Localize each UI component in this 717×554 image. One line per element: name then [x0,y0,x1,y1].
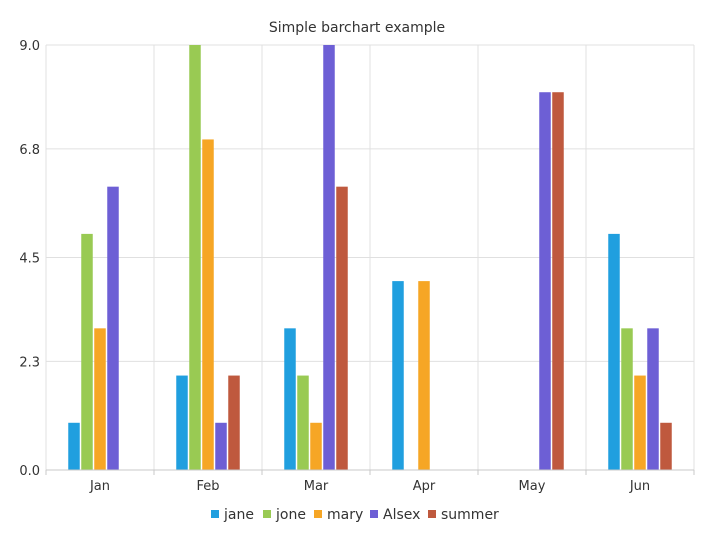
legend-item-summer[interactable]: summer [428,507,499,523]
x-tick-label: Mar [304,479,329,494]
legend-swatch [370,510,378,518]
legend-item-mary[interactable]: mary [314,507,363,523]
bars [68,45,672,471]
x-tick-label: Jan [89,479,110,494]
legend-item-alsex[interactable]: Alsex [370,507,420,523]
legend-swatch [263,510,271,518]
y-tick-label: 0.0 [19,464,40,479]
bar-jone-feb [189,45,201,470]
x-tick-label: Jun [629,479,650,494]
bar-jane-apr [392,281,404,470]
bar-mary-mar [310,422,322,470]
x-tick-label: Feb [196,479,219,494]
bar-alsex-may [539,92,551,470]
legend-item-jane[interactable]: jane [211,507,254,523]
bar-jone-jun [621,328,633,470]
bar-mary-feb [202,139,214,470]
bar-mary-jan [94,328,106,470]
bar-jane-jan [68,422,80,470]
y-tick-label: 6.8 [19,143,40,158]
legend-item-jone[interactable]: jone [263,507,306,523]
y-tick-label: 2.3 [19,355,40,370]
grid [45,44,695,470]
legend-label: summer [441,507,499,523]
bar-alsex-jan [107,186,119,471]
legend-swatch [428,510,436,518]
bar-summer-may [552,92,564,470]
x-tick-label: May [519,479,546,494]
x-tick-label: Apr [413,479,436,494]
bar-alsex-feb [215,422,227,470]
axes: 0.0 2.3 4.5 6.8 9.0 Jan Feb Mar Apr May Jun [19,39,695,494]
bar-mary-apr [418,281,430,470]
bar-jane-feb [176,375,188,470]
chart-title: Simple barchart example [269,20,445,36]
bar-summer-jun [660,422,672,470]
legend-swatch [211,510,219,518]
bar-summer-feb [228,375,240,470]
legend: jane jone mary Alsex summer [211,507,499,523]
bar-alsex-mar [323,45,335,470]
bar-summer-mar [336,186,348,471]
bar-alsex-jun [647,328,659,470]
y-tick-label: 9.0 [19,39,40,54]
bar-jone-mar [297,375,309,470]
legend-label: jone [275,507,306,523]
legend-label: jane [223,507,254,523]
legend-label: Alsex [383,507,420,523]
legend-swatch [314,510,322,518]
bar-jone-jan [81,233,93,470]
bar-jane-jun [608,233,620,470]
bar-mary-jun [634,375,646,470]
bar-jane-mar [284,328,296,470]
y-tick-label: 4.5 [19,252,40,267]
legend-label: mary [327,507,363,523]
